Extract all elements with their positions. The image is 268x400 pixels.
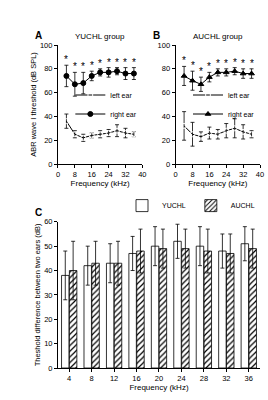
svg-text:20: 20 <box>44 136 52 145</box>
svg-text:24: 24 <box>104 170 112 179</box>
svg-text:100: 100 <box>158 41 171 50</box>
svg-text:60: 60 <box>44 88 52 97</box>
svg-text:YUCHL group: YUCHL group <box>75 32 125 41</box>
svg-text:20: 20 <box>44 315 52 324</box>
svg-text:28: 28 <box>200 374 208 383</box>
svg-text:24: 24 <box>177 374 185 383</box>
svg-text:100: 100 <box>40 41 53 50</box>
svg-text:80: 80 <box>162 64 170 73</box>
svg-text:*: * <box>224 58 228 69</box>
svg-text:16: 16 <box>205 170 213 179</box>
svg-text:*: * <box>191 60 195 71</box>
svg-text:left ear: left ear <box>110 92 132 99</box>
svg-text:B: B <box>153 30 160 41</box>
svg-text:C: C <box>35 207 42 218</box>
svg-text:Theshold difference between tw: Theshold difference between two ears (dB… <box>33 223 42 366</box>
svg-text:80: 80 <box>44 64 52 73</box>
svg-text:*: * <box>123 57 127 68</box>
svg-text:20: 20 <box>162 136 170 145</box>
svg-text:40: 40 <box>256 170 264 179</box>
svg-text:16: 16 <box>88 170 96 179</box>
svg-text:Frequency (kHz): Frequency (kHz) <box>71 179 130 188</box>
svg-text:YUCHL: YUCHL <box>162 202 186 209</box>
svg-text:A: A <box>35 30 42 41</box>
svg-text:*: * <box>216 58 220 69</box>
svg-text:0: 0 <box>56 170 60 179</box>
svg-text:0: 0 <box>48 160 52 169</box>
svg-text:*: * <box>250 58 254 69</box>
svg-text:40: 40 <box>44 266 52 275</box>
svg-text:40: 40 <box>44 112 52 121</box>
svg-text:8: 8 <box>73 170 77 179</box>
svg-text:32: 32 <box>222 374 230 383</box>
svg-text:*: * <box>233 57 237 68</box>
svg-text:AUCHL group: AUCHL group <box>193 32 243 41</box>
svg-text:12: 12 <box>110 374 118 383</box>
svg-text:*: * <box>115 57 119 68</box>
svg-text:8: 8 <box>90 374 94 383</box>
svg-text:16: 16 <box>132 374 140 383</box>
svg-text:40: 40 <box>138 170 146 179</box>
svg-text:*: * <box>132 57 136 68</box>
svg-text:*: * <box>107 57 111 68</box>
svg-text:24: 24 <box>222 170 230 179</box>
svg-text:left ear: left ear <box>228 92 250 99</box>
svg-text:*: * <box>81 61 85 72</box>
svg-text:36: 36 <box>245 374 253 383</box>
svg-text:0: 0 <box>166 160 170 169</box>
svg-text:*: * <box>182 55 186 66</box>
svg-text:*: * <box>199 66 203 77</box>
svg-text:10: 10 <box>44 339 52 348</box>
svg-text:right ear: right ear <box>228 111 254 119</box>
svg-text:30: 30 <box>44 291 52 300</box>
svg-text:32: 32 <box>121 170 129 179</box>
svg-text:0: 0 <box>174 170 178 179</box>
svg-text:40: 40 <box>162 112 170 121</box>
svg-text:*: * <box>90 60 94 71</box>
svg-text:*: * <box>98 58 102 69</box>
svg-text:Frequency (kHz): Frequency (kHz) <box>188 179 247 188</box>
svg-text:0: 0 <box>48 364 52 373</box>
svg-text:AUCHL: AUCHL <box>231 202 255 209</box>
svg-text:8: 8 <box>190 170 194 179</box>
svg-text:*: * <box>73 61 77 72</box>
svg-text:60: 60 <box>162 88 170 97</box>
svg-text:4: 4 <box>67 374 71 383</box>
svg-text:ABR wave I threshold (dB SPL): ABR wave I threshold (dB SPL) <box>29 52 38 157</box>
svg-text:32: 32 <box>239 170 247 179</box>
svg-text:*: * <box>207 61 211 72</box>
svg-text:Frequency (kHz): Frequency (kHz) <box>129 383 188 392</box>
svg-text:*: * <box>64 54 68 65</box>
svg-text:50: 50 <box>44 242 52 251</box>
svg-text:right ear: right ear <box>110 111 136 119</box>
svg-text:*: * <box>241 58 245 69</box>
svg-text:20: 20 <box>155 374 163 383</box>
svg-text:60: 60 <box>44 217 52 226</box>
